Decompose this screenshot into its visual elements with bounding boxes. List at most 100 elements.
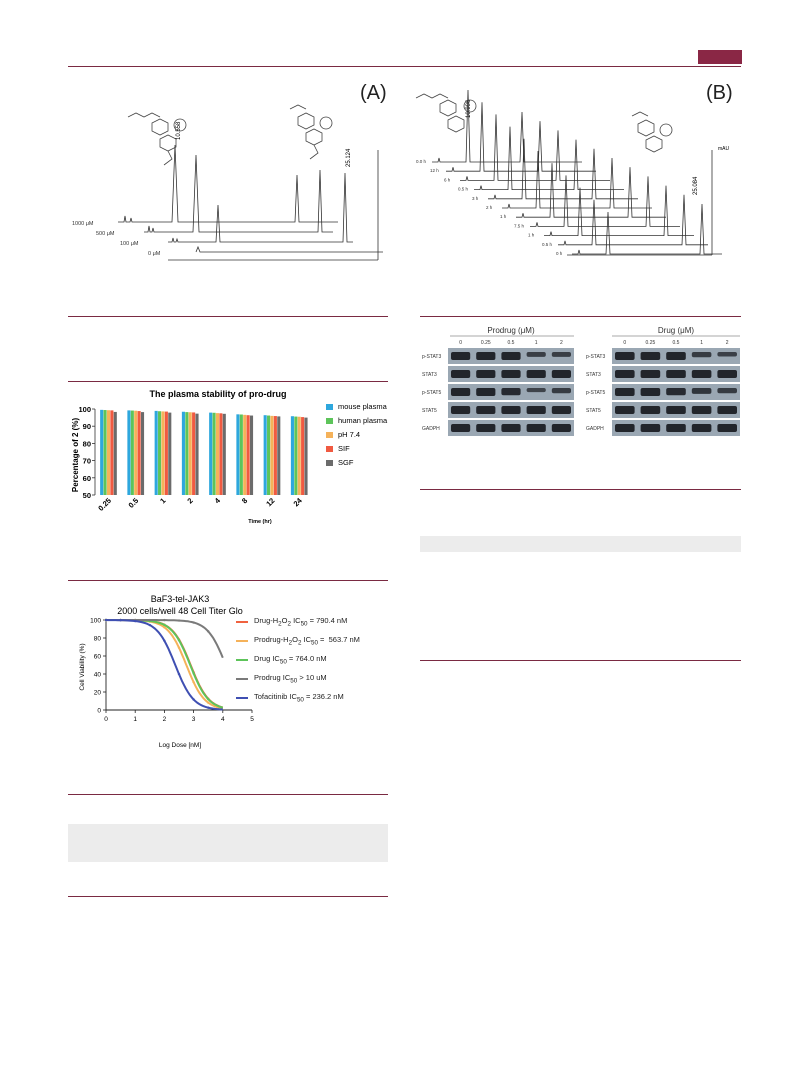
bar [301,417,305,495]
trace-500uM [144,154,333,233]
legend-line [236,658,248,661]
blot-band [476,370,496,378]
blot-band [501,424,521,432]
drug-title: Drug (μM) [658,326,695,335]
bar [277,416,281,495]
lane-label: 0 [459,340,462,346]
blot-band [526,352,546,357]
legend-label: Prodrug-H2O2 IC50 = 563.7 nM [254,634,360,647]
y-tick-label: 40 [94,672,102,679]
bar [168,412,172,495]
bar [127,410,131,495]
bar [185,412,189,495]
x-tick-label: 24 [292,495,305,508]
section-rule [420,660,741,661]
bar [195,413,199,495]
blot-row-label: p-STAT3 [422,354,441,360]
plasma-stability-chart: The plasma stability of pro-drug Percent… [71,389,388,525]
legend-swatch [326,418,333,424]
trace-b [502,150,652,209]
legend-line [236,639,248,642]
x-tick-label: 8 [240,496,249,505]
x-tick-label: 2 [185,496,194,505]
blot-band [615,388,635,396]
dose-response-curve [106,619,224,709]
legend-entry: Drug-H2O2 IC50 = 790.4 nM [236,612,396,631]
blot-band [501,388,521,396]
data-point [163,623,166,627]
lane-label: 2 [726,340,729,346]
blot-band [526,424,546,432]
lane-label: 0.5 [508,340,515,346]
bar [161,411,165,495]
blot-row-label: p-STAT5 [422,390,441,396]
trace-label-b: 3 h [472,196,479,201]
x-tick-label: 3 [192,716,196,723]
blot-band [501,370,521,378]
header-rule [68,66,741,67]
trace-b [544,185,694,236]
data-point [177,646,181,649]
blot-band [691,352,712,358]
peak-label-b2: 25.084 [693,176,699,195]
blot-band [666,388,686,396]
peak-label-a1: 10.558 [176,121,182,140]
blot-row-label: STAT5 [422,408,437,414]
bar [188,412,192,495]
data-point [192,621,195,624]
trace-label-b: 7.5 h [514,223,525,228]
chart-title: The plasma stability of pro-drug [149,389,286,399]
blot-band [501,352,521,360]
data-point [148,623,151,627]
y-tick-label: 60 [83,474,91,483]
blot-band [717,424,737,432]
blot-band [451,424,471,432]
bar [236,414,240,495]
chart-subtitle: 2000 cells/well 48 Cell Titer Glo [117,606,243,616]
y-tick-label: 50 [83,491,91,500]
legend-label: Drug-H2O2 IC50 = 790.4 nM [254,615,348,628]
data-point [207,697,210,701]
trace-1000uM [118,144,338,223]
viability-legend: Drug-H2O2 IC50 = 790.4 nM Prodrug-H2O2 IC… [236,612,396,707]
legend-swatch [326,460,333,466]
bar [106,410,111,495]
trace-label-b: 0.0 h [416,159,427,164]
blot-band [451,370,471,378]
y-tick-label: 80 [94,636,102,643]
data-point [177,619,181,622]
bar [209,412,213,495]
molecule-structure-left [127,112,187,166]
blot-band [691,370,712,378]
bar [192,412,196,495]
blot-band [691,388,712,394]
bar [222,413,226,495]
blot-band [640,370,661,378]
trace-b [516,163,666,218]
blot-band [666,424,686,432]
legend-line [236,696,248,699]
x-tick-label: 0 [104,716,108,723]
data-point [177,672,181,676]
trace-b [530,175,680,227]
blot-row-label: STAT3 [586,372,601,378]
data-point [134,619,137,623]
section-rule [68,896,388,897]
bar [137,411,141,495]
x-tick-label: 1 [158,496,167,505]
blot-band [691,406,712,414]
bar [304,417,308,495]
data-point [177,639,181,642]
molecule-structure-right [289,104,333,160]
bar [273,416,277,495]
blot-band [551,424,571,432]
bar [215,413,220,495]
blot-band [476,406,496,414]
trace-label-b: 12 h [430,168,439,173]
legend-label: mouse plasma [338,402,388,411]
blot-band [451,406,471,414]
blot-band [717,388,737,394]
trace-label-b: 6 h [444,177,451,182]
bar [181,411,185,495]
legend-line [236,677,248,680]
